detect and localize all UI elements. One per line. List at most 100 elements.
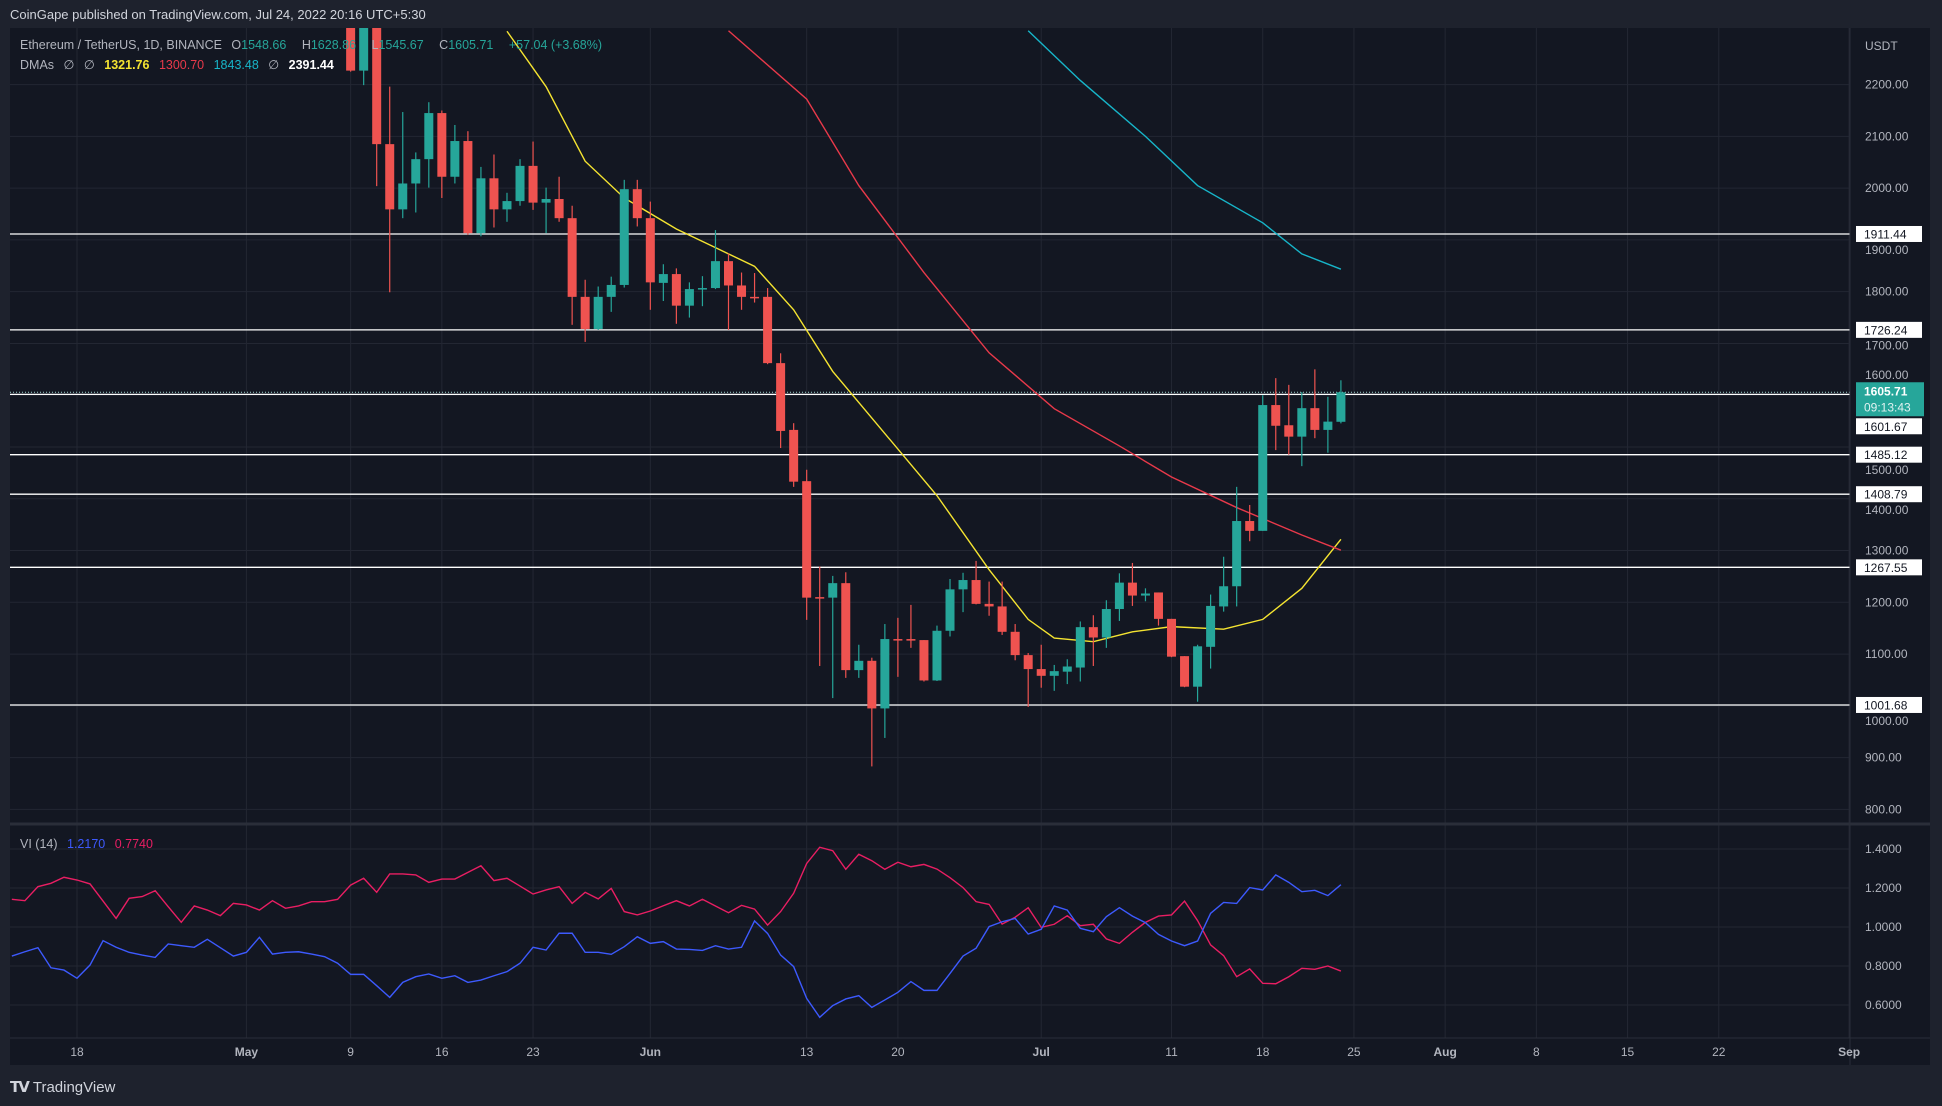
candle: [815, 566, 825, 666]
candle: [945, 579, 955, 637]
candle: [645, 201, 655, 310]
price-level-label: 1001.68: [1856, 696, 1922, 713]
candle: [476, 166, 486, 237]
candle-body: [710, 261, 720, 289]
candle: [710, 230, 720, 290]
price-level-box: [1856, 559, 1922, 576]
candle-body: [463, 141, 473, 234]
candle: [750, 273, 760, 303]
candle: [541, 187, 551, 234]
countdown-text: 09:13:43: [1864, 400, 1911, 414]
candle: [893, 617, 903, 677]
moving-averages: [506, 30, 1342, 643]
candle: [1193, 644, 1203, 702]
price-axis-tick: 1100.00: [1865, 647, 1908, 661]
time-axis-tick: 8: [1533, 1045, 1540, 1059]
candle-body: [450, 141, 460, 177]
vi-axis-tick: 0.6000: [1865, 998, 1902, 1012]
dma-empty-2: ∅: [83, 58, 95, 72]
vi-label[interactable]: VI (14): [20, 837, 58, 851]
candle-body: [645, 218, 655, 283]
symbol-legend: Ethereum / TetherUS, 1D, BINANCE O1548.6…: [20, 38, 608, 52]
time-axis-tick: 11: [1165, 1045, 1178, 1059]
price-axis-tick: 1200.00: [1865, 595, 1909, 609]
publication-info: CoinGape published on TradingView.com, J…: [10, 7, 426, 22]
last-price-box: [1856, 382, 1924, 417]
candle: [932, 625, 942, 681]
price-level-box: [1856, 486, 1922, 503]
candle-body: [385, 144, 395, 210]
candle: [997, 581, 1007, 635]
candle: [1023, 653, 1033, 707]
price-level-box: [1856, 321, 1922, 338]
moving-average-line: [1027, 30, 1342, 270]
candle-body: [1088, 627, 1098, 638]
candle: [1297, 392, 1307, 467]
vortex-indicator: [11, 846, 1342, 1019]
chart-panel[interactable]: [10, 28, 1930, 1065]
candle-body: [1036, 669, 1046, 676]
dma-50-value: 1300.70: [158, 58, 205, 72]
price-axis-tick: 800.00: [1865, 802, 1902, 816]
candle-body: [476, 178, 486, 234]
candle-body: [346, 28, 356, 71]
close-label: C: [439, 38, 449, 52]
candle-body: [1049, 671, 1059, 676]
candle-body: [984, 603, 994, 607]
candle-body: [424, 113, 434, 160]
moving-average-line: [728, 30, 1342, 551]
candle-body: [489, 178, 499, 210]
dma-label[interactable]: DMAs: [20, 58, 55, 72]
symbol-name[interactable]: Ethereum / TetherUS, 1D, BINANCE: [20, 38, 222, 52]
candle: [763, 288, 773, 365]
candle: [958, 572, 968, 613]
candle: [1101, 600, 1111, 648]
dma-legend: DMAs ∅ ∅ 1321.76 1300.70 1843.48 ∅ 2391.…: [20, 57, 340, 72]
candle: [867, 657, 877, 767]
candle-body: [906, 639, 916, 641]
candle: [841, 572, 851, 678]
vi-axis-tick: 1.2000: [1865, 881, 1902, 895]
price-axis-tick: 2100.00: [1865, 129, 1909, 143]
candle-body: [658, 274, 668, 283]
candle-body: [1062, 666, 1072, 672]
horizontal-levels: [10, 233, 1850, 706]
candle-body: [411, 159, 421, 184]
price-axis-tick: 1600.00: [1865, 368, 1909, 382]
candle-body: [1127, 582, 1137, 596]
candle-body: [750, 296, 760, 299]
candle: [919, 640, 929, 682]
candle: [1284, 384, 1294, 455]
candle: [789, 423, 799, 487]
price-level-text: 1601.67: [1864, 420, 1908, 434]
candle: [424, 102, 434, 188]
tradingview-brand[interactable]: 𝗧𝗩 TradingView: [10, 1078, 115, 1097]
candle-body: [632, 189, 642, 219]
candle: [515, 159, 525, 206]
candle: [1010, 624, 1020, 661]
candle: [411, 152, 421, 213]
candle-body: [1232, 521, 1242, 587]
candle-body: [1167, 618, 1177, 657]
candle-body: [763, 296, 773, 364]
price-axis-tick: 1700.00: [1865, 338, 1909, 352]
candle: [828, 575, 838, 699]
price-axis-tick: 1000.00: [1865, 714, 1909, 728]
candle: [1206, 594, 1216, 669]
candle-body: [1075, 627, 1085, 668]
candle-body: [684, 289, 694, 306]
candle: [1258, 395, 1268, 531]
candlesticks: [346, 28, 1346, 767]
candle: [671, 268, 681, 324]
candle-body: [1010, 631, 1020, 656]
candle: [502, 192, 512, 222]
candle: [385, 86, 395, 293]
candle-body: [737, 285, 747, 297]
candle-body: [1271, 405, 1281, 426]
candle: [450, 124, 460, 184]
candle: [528, 141, 538, 210]
price-axis-tick: 900.00: [1865, 751, 1902, 765]
candle-body: [997, 606, 1007, 632]
high-label: H: [301, 38, 311, 52]
